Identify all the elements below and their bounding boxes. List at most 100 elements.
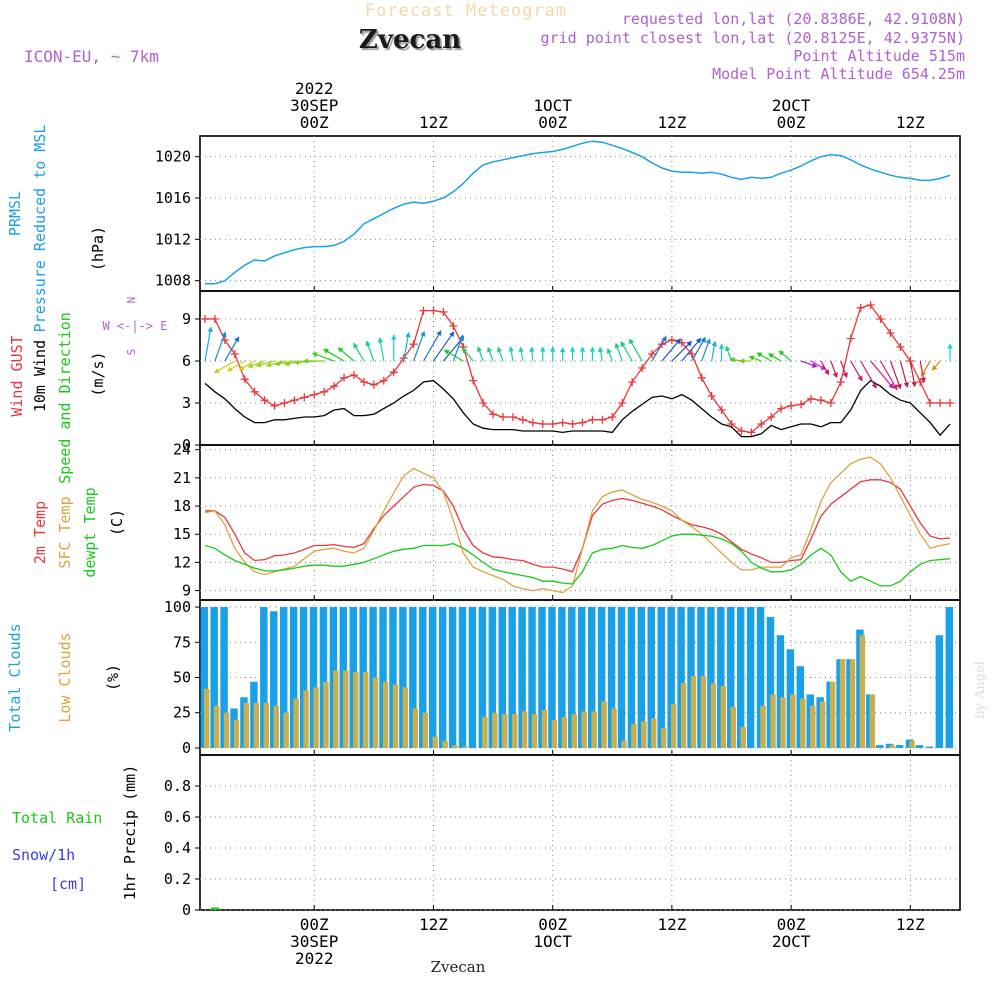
low-cloud-bar	[412, 708, 419, 748]
wind-arrow	[549, 346, 556, 361]
wind-arrow-head	[255, 361, 262, 368]
top-time-label: 2022	[295, 79, 334, 98]
wind-arrow-head	[711, 340, 718, 347]
y-tick-label: 15	[173, 525, 191, 543]
gust-marker	[340, 373, 349, 382]
gust-marker	[846, 334, 855, 343]
low-cloud-bar	[601, 701, 607, 748]
wind-arrow-head	[832, 372, 838, 379]
sfc-label: SFC Temp	[56, 496, 74, 568]
bottom-time-label: 00Z	[777, 915, 806, 934]
wind-arrow	[518, 346, 525, 362]
low-cloud-bar	[343, 670, 349, 748]
wind-arrow-shaft	[413, 331, 425, 362]
wind-arrow-shaft	[661, 338, 682, 362]
bottom-time-label: 12Z	[419, 915, 448, 934]
gust-marker	[548, 420, 557, 428]
gust-marker	[687, 350, 696, 358]
wind-arrow	[681, 337, 702, 362]
low-cloud-bar	[641, 721, 647, 748]
bottom-time-label: 12Z	[896, 915, 925, 934]
gust-marker	[866, 301, 875, 309]
low-cloud-bar	[770, 694, 776, 748]
footer-location: Zvecan	[431, 958, 486, 976]
low-cloud-bar	[313, 687, 319, 748]
wind-arrow-head	[896, 383, 902, 390]
total-cloud-bar	[508, 607, 516, 748]
y-tick-label: 1012	[155, 230, 191, 248]
gust-marker	[926, 399, 935, 407]
top-time-label: 00Z	[300, 113, 329, 132]
gust-label: Wind GUST	[8, 335, 26, 416]
wind-arrow-shaft	[423, 330, 442, 362]
gust-marker	[578, 418, 587, 427]
low-cloud-bar	[760, 705, 766, 748]
low-cloud-bar	[561, 716, 568, 748]
y-tick-label: 0.6	[164, 808, 191, 826]
wind-arrow	[508, 346, 514, 362]
gust-marker	[240, 375, 249, 384]
gust-marker	[310, 390, 319, 399]
gust-marker	[787, 401, 796, 410]
wind-arrow	[931, 360, 941, 371]
gust-marker	[598, 415, 607, 424]
location-title: Zvecan	[359, 25, 461, 55]
wind-arrow-head	[920, 377, 927, 383]
wind-arrow-head	[892, 384, 898, 391]
wind-arrow	[238, 360, 255, 371]
wind-arrow-head	[293, 359, 300, 366]
wind-arrow-head	[284, 360, 290, 367]
wind-arrow	[303, 358, 325, 364]
wind-arrow	[461, 347, 474, 362]
wind-arrow	[312, 352, 335, 362]
wind-arrow	[476, 346, 484, 362]
wind-arrow	[443, 349, 464, 362]
top-time-label: 12Z	[419, 113, 448, 132]
gust-marker	[608, 413, 617, 421]
gust-marker	[409, 340, 418, 349]
y-tick-label: 0.2	[164, 870, 191, 888]
wind-arrow-shaft	[880, 360, 898, 391]
gust-marker	[379, 376, 388, 385]
low-cloud-bar	[849, 659, 856, 748]
bottom-time-label: 2OCT	[772, 932, 811, 951]
compass-label: W <-|-> E	[102, 319, 167, 333]
wind-arrow	[224, 336, 240, 362]
product-title: Forecast Meteogram	[365, 1, 567, 21]
top-time-label: 1OCT	[533, 96, 572, 115]
wind-arrow	[614, 342, 623, 362]
total-cloud-bar	[637, 607, 646, 748]
wind-arrow-head	[725, 345, 731, 352]
snow-unit: [cm]	[50, 875, 86, 893]
total-cloud-bar	[925, 746, 934, 748]
y-tick-label: 21	[173, 469, 191, 487]
total-cloud-bar	[627, 607, 636, 748]
pressure-unit: (hPa)	[89, 226, 107, 271]
point-altitude: Point Altitude 515m	[793, 47, 965, 65]
wind-arrow	[870, 360, 894, 389]
total-cloud-bar	[409, 607, 417, 748]
wind-arrow-head	[461, 347, 468, 354]
wind-arrow	[628, 338, 643, 362]
wind-arrow-head	[390, 334, 397, 340]
wind-arrow-head	[226, 366, 233, 372]
wind-arrow	[860, 360, 877, 389]
low-cloud-bar	[551, 719, 558, 748]
low-cloud-bar	[889, 745, 895, 748]
y-tick-label: 75	[173, 633, 191, 651]
wind-unit: (m/s)	[89, 351, 107, 396]
total-cloud-bar	[607, 607, 616, 748]
wind-arrow-head	[718, 343, 725, 349]
gust-marker	[757, 420, 766, 428]
wind-arrow-shaft	[204, 327, 212, 362]
gust-marker	[210, 315, 219, 323]
total-cloud-bar	[389, 607, 397, 748]
sfc-temp-line	[204, 456, 951, 594]
total-cloud-bar	[319, 607, 328, 748]
wind-arrow-head	[496, 346, 503, 353]
wind-arrow-head	[443, 349, 450, 355]
pressure-line	[205, 140, 951, 285]
wind-arrow-head	[857, 375, 863, 382]
low-cloud-bar	[382, 681, 389, 748]
gust-marker	[618, 399, 627, 407]
